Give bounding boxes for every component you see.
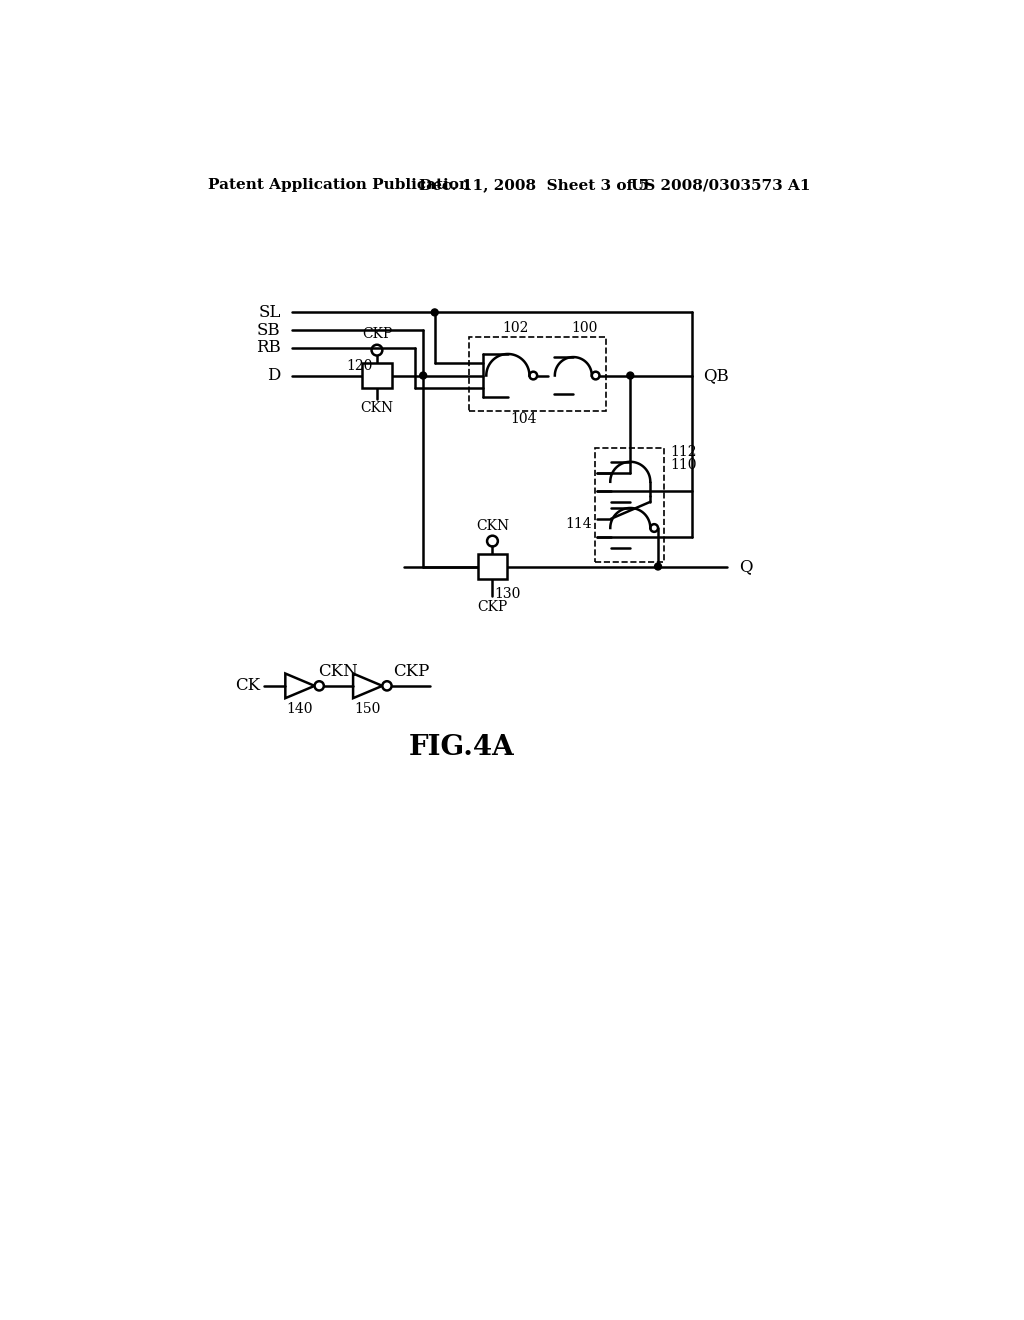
Circle shape [431,309,438,315]
Bar [595,447,665,562]
Text: 104: 104 [510,412,537,425]
Text: 100: 100 [571,321,598,335]
Text: CKN: CKN [318,664,358,681]
Bar [469,337,605,411]
Text: CK: CK [234,677,260,694]
Circle shape [654,564,662,570]
Text: US 2008/0303573 A1: US 2008/0303573 A1 [631,178,811,193]
Text: 140: 140 [287,702,313,715]
Text: CKP: CKP [477,599,508,614]
Text: CKP: CKP [361,327,392,341]
Text: SL: SL [258,304,281,321]
Circle shape [420,372,427,379]
Text: CKN: CKN [476,519,509,533]
Text: FIG.4A: FIG.4A [409,734,514,760]
Text: 102: 102 [503,321,528,335]
Text: RB: RB [256,339,281,356]
Text: SB: SB [257,322,281,339]
Text: Dec. 11, 2008  Sheet 3 of 5: Dec. 11, 2008 Sheet 3 of 5 [419,178,649,193]
Text: 112: 112 [671,445,696,459]
Text: 120: 120 [347,359,373,374]
Text: 110: 110 [671,458,696,471]
Text: CKN: CKN [360,401,393,414]
Text: Patent Application Publication: Patent Application Publication [208,178,470,193]
Text: 150: 150 [354,702,381,715]
Text: 114: 114 [565,517,592,531]
Bar [362,363,391,388]
Text: CKP: CKP [392,664,429,681]
Text: Q: Q [739,558,753,576]
Circle shape [627,372,634,379]
Text: 130: 130 [495,587,521,601]
Bar [478,554,507,579]
Text: QB: QB [703,367,729,384]
Text: D: D [267,367,281,384]
